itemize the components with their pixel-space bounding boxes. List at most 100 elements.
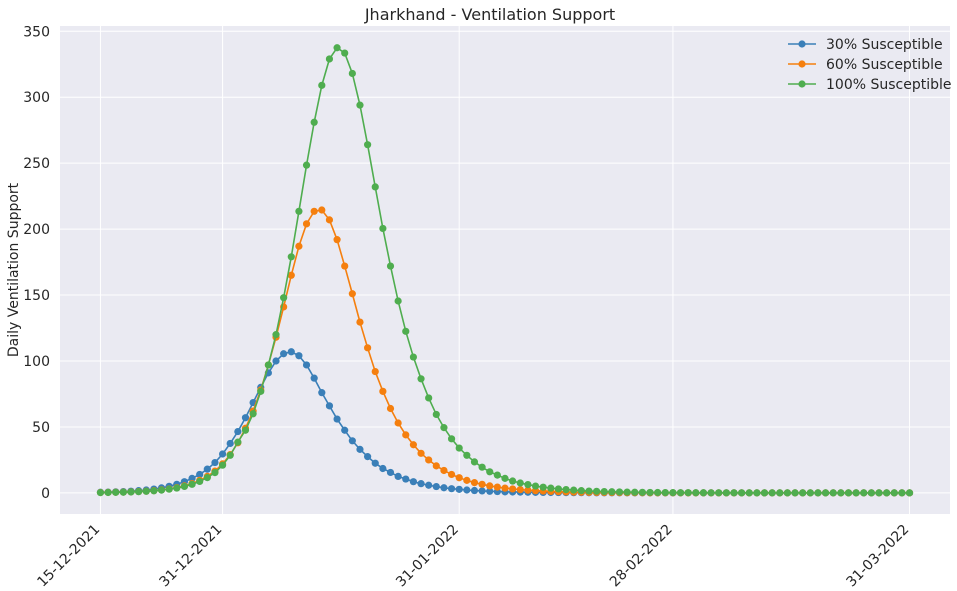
data-point — [615, 488, 624, 496]
plot-area — [60, 26, 950, 514]
data-point — [379, 464, 387, 473]
data-point — [753, 489, 761, 497]
data-point — [883, 489, 891, 497]
data-point — [669, 489, 677, 497]
data-point — [348, 437, 356, 445]
y-tick-label: 100 — [23, 354, 50, 370]
data-point — [486, 482, 494, 490]
legend-marker — [798, 40, 806, 48]
data-point — [417, 449, 425, 457]
y-tick-label: 350 — [23, 24, 50, 40]
data-point — [638, 488, 646, 496]
data-point — [295, 207, 303, 215]
data-point — [875, 489, 883, 497]
grid-lines — [60, 26, 950, 514]
data-point — [379, 387, 387, 395]
data-point — [791, 489, 799, 497]
data-point — [684, 489, 692, 497]
data-point — [417, 375, 425, 383]
data-point — [425, 481, 433, 489]
data-point — [333, 236, 341, 244]
y-axis-ticks: 0 50 100 150 200 250 300 350 — [23, 24, 50, 502]
data-point — [249, 410, 257, 418]
data-point — [493, 483, 501, 491]
data-point — [844, 489, 853, 497]
data-point — [730, 489, 738, 497]
data-point — [715, 489, 723, 497]
data-point — [692, 489, 700, 497]
legend-label: 30% Susceptible — [826, 37, 943, 53]
data-point — [371, 459, 379, 467]
data-point — [188, 474, 196, 482]
data-point — [142, 487, 150, 495]
data-point — [302, 361, 311, 369]
data-point — [348, 69, 356, 78]
data-point — [539, 483, 547, 491]
data-point — [699, 489, 708, 497]
data-point — [295, 352, 303, 360]
data-point — [371, 183, 379, 191]
data-point — [425, 456, 433, 464]
data-point — [325, 402, 334, 410]
data-point — [493, 471, 501, 479]
data-point — [821, 489, 830, 497]
data-point — [310, 207, 318, 215]
data-point — [463, 476, 471, 484]
series-layer — [96, 44, 914, 497]
data-point — [364, 344, 372, 352]
data-point — [135, 488, 143, 496]
data-point — [364, 141, 372, 149]
data-point — [241, 414, 250, 422]
legend-marker — [798, 80, 806, 88]
data-point — [402, 327, 410, 335]
data-point — [371, 367, 379, 376]
legend: 30% Susceptible 60% Susceptible 100% Susce… — [788, 37, 952, 93]
data-point — [440, 424, 448, 432]
data-point — [806, 489, 814, 497]
data-point — [425, 394, 433, 402]
data-point — [440, 484, 448, 492]
data-point — [516, 486, 524, 494]
data-point — [325, 55, 334, 63]
data-point — [898, 489, 906, 497]
data-point — [318, 206, 326, 214]
data-point — [196, 477, 204, 486]
data-point — [463, 486, 471, 494]
data-point — [211, 458, 219, 467]
chart-title: Jharkhand - Ventilation Support — [364, 5, 615, 24]
data-point — [470, 486, 479, 495]
data-point — [280, 350, 288, 358]
y-tick-label: 50 — [32, 420, 50, 436]
data-point — [478, 487, 486, 495]
data-point — [318, 81, 326, 89]
data-point — [402, 475, 410, 483]
data-point — [211, 468, 219, 477]
data-point — [562, 486, 570, 494]
data-point — [509, 485, 517, 493]
data-point — [394, 419, 402, 427]
legend-label: 60% Susceptible — [826, 57, 943, 73]
data-point — [287, 253, 295, 261]
data-point — [738, 489, 746, 497]
data-point — [203, 474, 211, 482]
data-point — [783, 489, 792, 497]
data-point — [409, 478, 417, 486]
data-point — [867, 489, 875, 497]
data-point — [470, 458, 479, 466]
data-point — [432, 482, 440, 491]
legend-item: 30% Susceptible — [788, 37, 943, 53]
data-point — [837, 489, 845, 497]
data-point — [402, 431, 410, 439]
data-point — [486, 468, 494, 476]
data-point — [470, 479, 479, 487]
data-point — [386, 468, 395, 477]
data-point — [768, 489, 776, 497]
data-point — [386, 404, 395, 413]
data-point — [860, 489, 868, 497]
data-point — [447, 485, 456, 493]
data-point — [745, 489, 753, 497]
legend-item: 100% Susceptible — [788, 77, 952, 93]
data-point — [272, 357, 280, 365]
data-point — [96, 489, 105, 497]
data-point — [455, 474, 463, 482]
